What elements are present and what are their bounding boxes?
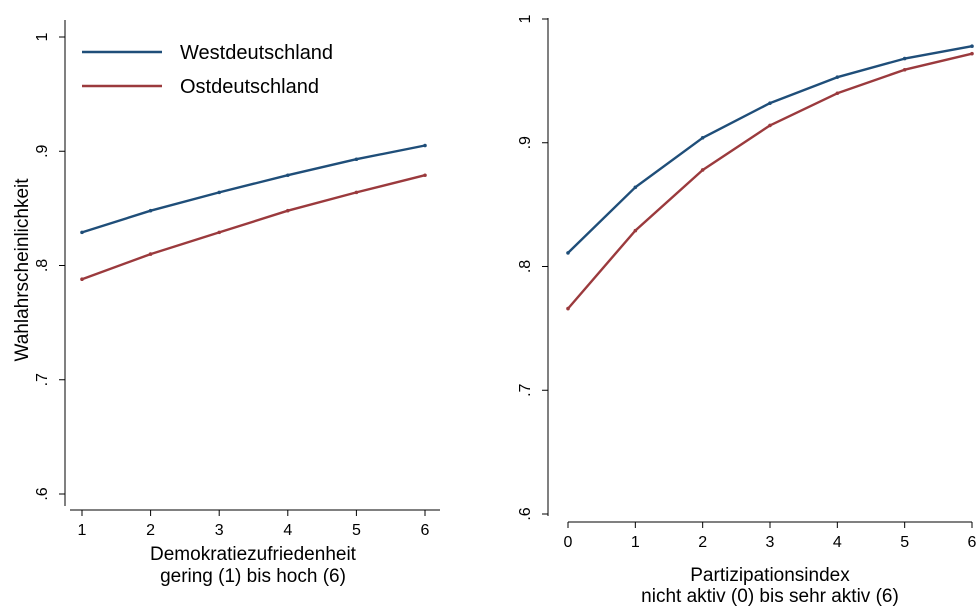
left-x-tick-label: 6 bbox=[421, 522, 430, 539]
left-data-point-westdeutschland bbox=[80, 230, 84, 235]
right-y-tick-label: 1 bbox=[517, 14, 534, 23]
left-data-point-westdeutschland bbox=[148, 208, 153, 213]
left-data-point-ostdeutschland bbox=[286, 208, 290, 213]
right-data-point-ostdeutschland bbox=[970, 51, 974, 56]
right-data-point-westdeutschland bbox=[835, 75, 840, 79]
left-y-tick-label: .7 bbox=[34, 373, 51, 386]
left-data-point-westdeutschland bbox=[286, 173, 290, 178]
left-data-point-ostdeutschland bbox=[217, 230, 221, 235]
right-x-tick-label: 2 bbox=[698, 534, 707, 551]
right-x-tick-label: 1 bbox=[631, 534, 640, 551]
left-data-point-ostdeutschland bbox=[80, 277, 84, 282]
left-x-axis-title: Demokratiezufriedenheit bbox=[150, 544, 357, 565]
left-x-tick-label: 4 bbox=[283, 522, 292, 539]
left-y-tick-label: .9 bbox=[34, 144, 51, 157]
right-data-point-ostdeutschland bbox=[902, 67, 907, 72]
right-plot-area bbox=[548, 10, 972, 522]
left-x-tick-label: 2 bbox=[146, 522, 155, 539]
left-x-tick-label: 5 bbox=[352, 522, 361, 539]
left-data-point-westdeutschland bbox=[423, 143, 427, 148]
right-data-point-westdeutschland bbox=[566, 251, 570, 255]
left-data-point-ostdeutschland bbox=[354, 190, 359, 195]
right-data-point-ostdeutschland bbox=[835, 91, 840, 96]
legend: Westdeutschland Ostdeutschland bbox=[82, 42, 333, 98]
left-y-tick-label: 1 bbox=[34, 32, 51, 41]
left-x-tick-label: 1 bbox=[78, 522, 87, 539]
right-x-ticks: 0 1 2 3 4 5 6 bbox=[564, 522, 977, 551]
right-y-tick-label: .7 bbox=[517, 383, 534, 396]
right-data-point-westdeutschland bbox=[970, 44, 974, 49]
right-y-tick-label: .8 bbox=[517, 260, 534, 273]
left-x-axis-subtitle: gering (1) bis hoch (6) bbox=[160, 566, 346, 587]
right-x-axis-subtitle: nicht aktiv (0) bis sehr aktiv (6) bbox=[641, 586, 899, 607]
right-x-tick-label: 0 bbox=[564, 534, 573, 551]
right-x-tick-label: 3 bbox=[766, 534, 775, 551]
legend-label-ostdeutschland: Ostdeutschland bbox=[180, 76, 319, 98]
legend-label-westdeutschland: Westdeutschland bbox=[180, 42, 333, 64]
left-x-tick-label: 3 bbox=[215, 522, 224, 539]
right-x-axis-title: Partizipationsindex bbox=[690, 565, 850, 586]
left-series-line-ostdeutschland bbox=[81, 174, 426, 281]
left-plot-area bbox=[65, 10, 440, 506]
right-data-point-westdeutschland bbox=[633, 185, 638, 190]
right-series-group bbox=[566, 44, 974, 311]
left-data-point-ostdeutschland bbox=[423, 173, 427, 178]
right-x-tick-label: 4 bbox=[833, 534, 842, 551]
right-data-point-ostdeutschland bbox=[633, 228, 638, 233]
right-y-tick-label: .6 bbox=[517, 507, 534, 520]
right-data-point-westdeutschland bbox=[768, 101, 772, 105]
left-series-group bbox=[80, 143, 427, 282]
left-data-point-ostdeutschland bbox=[148, 252, 153, 256]
right-y-tick-label: .9 bbox=[517, 136, 534, 149]
right-y-ticks: .6 .7 .8 .9 1 bbox=[517, 14, 548, 521]
left-y-axis-title: Wahlahrscheinlichkeit bbox=[12, 178, 33, 362]
left-series-line-westdeutschland bbox=[81, 144, 426, 234]
left-y-tick-label: .8 bbox=[34, 259, 51, 272]
left-y-tick-label: .6 bbox=[34, 487, 51, 500]
left-y-ticks: .6 .7 .8 .9 1 bbox=[34, 32, 65, 501]
left-x-ticks: 1 2 3 4 5 6 bbox=[78, 510, 430, 539]
right-panel: .6 .7 .8 .9 1 0 1 2 3 4 5 6 Partizipationsindex ni… bbox=[517, 10, 977, 607]
right-data-point-westdeutschland bbox=[902, 56, 907, 61]
right-data-point-ostdeutschland bbox=[768, 123, 772, 128]
right-data-point-ostdeutschland bbox=[700, 168, 705, 172]
left-data-point-westdeutschland bbox=[217, 190, 221, 195]
left-panel: .6 .7 .8 .9 1 1 2 3 4 5 6 Wahlahrscheinlichkeit D… bbox=[12, 10, 440, 587]
right-data-point-ostdeutschland bbox=[566, 306, 570, 311]
right-x-tick-label: 6 bbox=[968, 534, 977, 551]
left-data-point-westdeutschland bbox=[354, 157, 359, 162]
right-data-point-westdeutschland bbox=[700, 136, 705, 140]
right-x-tick-label: 5 bbox=[900, 534, 909, 551]
